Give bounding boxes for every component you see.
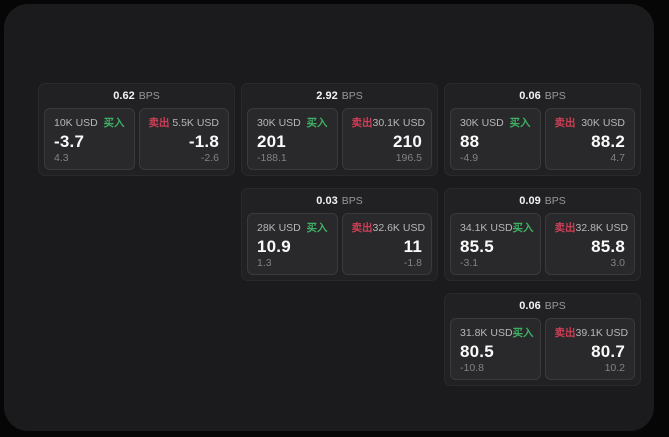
sell-delta: 4.7 <box>610 152 625 164</box>
buy-amount-label: 34.1K USD <box>460 221 513 234</box>
buy-side-tag: 买入 <box>306 117 328 129</box>
bps-value: 0.06 <box>519 300 541 312</box>
buy-price: 10.9 <box>257 236 291 256</box>
sell-delta: 3.0 <box>610 257 625 269</box>
spread-card: 0.62 BPS 10K USD 买入 -3.7 4.3 卖出 5.5K USD <box>38 83 235 176</box>
sell-price: 210 <box>393 131 422 151</box>
sell-delta: 196.5 <box>395 152 422 164</box>
bps-header: 0.62 BPS <box>39 84 234 108</box>
buy-panel[interactable]: 31.8K USD 买入 80.5 -10.8 <box>450 318 541 380</box>
buy-side-tag: 买入 <box>512 222 534 234</box>
spread-card: 0.06 BPS 31.8K USD 买入 80.5 -10.8 卖出 39.1… <box>444 293 641 386</box>
buy-amount-label: 10K USD <box>54 116 98 129</box>
buy-delta: -3.1 <box>460 257 479 269</box>
sell-amount-label: 32.6K USD <box>372 221 426 234</box>
trading-panel: 0.62 BPS 10K USD 买入 -3.7 4.3 卖出 5.5K USD <box>4 4 654 431</box>
bps-header: 0.03 BPS <box>242 189 437 213</box>
bps-unit-label: BPS <box>544 300 566 312</box>
sell-panel[interactable]: 卖出 5.5K USD -1.8 -2.6 <box>138 108 229 170</box>
bps-unit-label: BPS <box>544 90 566 102</box>
buy-amount-label: 31.8K USD <box>460 326 513 339</box>
buy-price: 201 <box>257 131 286 151</box>
sell-side-tag: 卖出 <box>554 222 576 234</box>
sell-amount-label: 30K USD <box>581 116 625 129</box>
spread-card: 0.03 BPS 28K USD 买入 10.9 1.3 卖出 32.6K US… <box>241 188 438 281</box>
buy-delta: 1.3 <box>257 257 272 269</box>
buy-amount-label: 30K USD <box>257 116 301 129</box>
bps-unit-label: BPS <box>341 195 363 207</box>
buy-price: 88 <box>460 131 480 151</box>
bps-unit-label: BPS <box>544 195 566 207</box>
sell-amount-label: 5.5K USD <box>172 116 219 129</box>
buy-panel[interactable]: 28K USD 买入 10.9 1.3 <box>247 213 338 275</box>
sell-price: 11 <box>403 236 422 256</box>
sell-panel[interactable]: 卖出 39.1K USD 80.7 10.2 <box>544 318 635 380</box>
buy-delta: 4.3 <box>54 152 69 164</box>
sell-side-tag: 卖出 <box>554 117 576 129</box>
spread-card: 0.09 BPS 34.1K USD 买入 85.5 -3.1 卖出 32.8K… <box>444 188 641 281</box>
sell-panel[interactable]: 卖出 30.1K USD 210 196.5 <box>341 108 432 170</box>
buy-price: 85.5 <box>460 236 494 256</box>
bps-header: 0.09 BPS <box>445 189 640 213</box>
bps-value: 2.92 <box>316 90 338 102</box>
buy-price: -3.7 <box>54 131 85 151</box>
bps-unit-label: BPS <box>138 90 160 102</box>
sell-delta: -1.8 <box>403 257 422 269</box>
spread-card: 0.06 BPS 30K USD 买入 88 -4.9 卖出 30K USD <box>444 83 641 176</box>
sell-price: 80.7 <box>591 341 625 361</box>
sell-delta: -2.6 <box>200 152 219 164</box>
bps-value: 0.06 <box>519 90 541 102</box>
bps-header: 0.06 BPS <box>445 84 640 108</box>
buy-amount-label: 28K USD <box>257 221 301 234</box>
buy-delta: -188.1 <box>257 152 287 164</box>
spread-cards-grid: 0.62 BPS 10K USD 买入 -3.7 4.3 卖出 5.5K USD <box>38 83 641 386</box>
buy-panel[interactable]: 30K USD 买入 201 -188.1 <box>247 108 338 170</box>
buy-delta: -4.9 <box>460 152 479 164</box>
sell-price: 88.2 <box>591 131 625 151</box>
buy-amount-label: 30K USD <box>460 116 504 129</box>
sell-price: 85.8 <box>591 236 625 256</box>
buy-price: 80.5 <box>460 341 494 361</box>
buy-panel[interactable]: 30K USD 买入 88 -4.9 <box>450 108 541 170</box>
buy-side-tag: 买入 <box>103 117 125 129</box>
buy-delta: -10.8 <box>460 362 484 374</box>
sell-panel[interactable]: 卖出 30K USD 88.2 4.7 <box>544 108 635 170</box>
sell-side-tag: 卖出 <box>351 117 373 129</box>
bps-header: 0.06 BPS <box>445 294 640 318</box>
sell-panel[interactable]: 卖出 32.6K USD 11 -1.8 <box>341 213 432 275</box>
sell-side-tag: 卖出 <box>351 222 373 234</box>
spread-card: 2.92 BPS 30K USD 买入 201 -188.1 卖出 30.1K … <box>241 83 438 176</box>
bps-header: 2.92 BPS <box>242 84 437 108</box>
buy-side-tag: 买入 <box>512 327 534 339</box>
sell-price: -1.8 <box>188 131 219 151</box>
bps-value: 0.62 <box>113 90 135 102</box>
sell-delta: 10.2 <box>604 362 625 374</box>
sell-amount-label: 39.1K USD <box>575 326 629 339</box>
buy-panel[interactable]: 10K USD 买入 -3.7 4.3 <box>44 108 135 170</box>
buy-side-tag: 买入 <box>306 222 328 234</box>
sell-panel[interactable]: 卖出 32.8K USD 85.8 3.0 <box>544 213 635 275</box>
sell-amount-label: 32.8K USD <box>575 221 629 234</box>
buy-side-tag: 买入 <box>509 117 531 129</box>
sell-side-tag: 卖出 <box>554 327 576 339</box>
sell-side-tag: 卖出 <box>148 117 170 129</box>
sell-amount-label: 30.1K USD <box>372 116 426 129</box>
bps-value: 0.09 <box>519 195 541 207</box>
bps-value: 0.03 <box>316 195 338 207</box>
buy-panel[interactable]: 34.1K USD 买入 85.5 -3.1 <box>450 213 541 275</box>
bps-unit-label: BPS <box>341 90 363 102</box>
